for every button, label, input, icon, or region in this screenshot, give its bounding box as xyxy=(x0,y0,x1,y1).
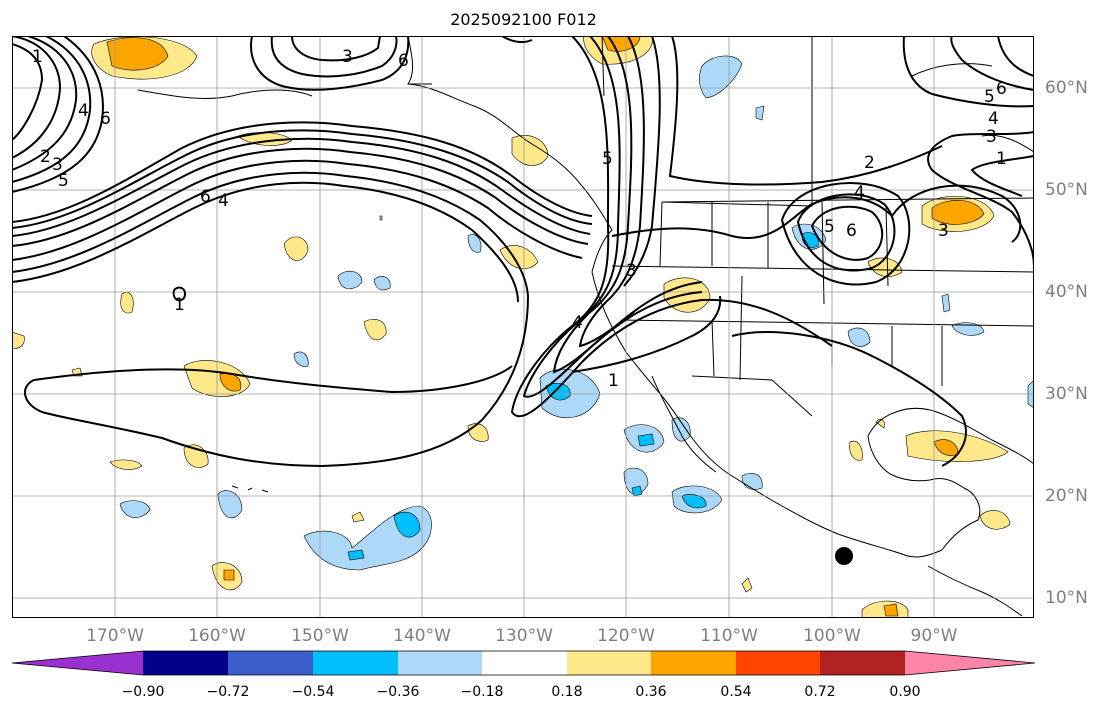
colorbar xyxy=(12,650,1036,676)
colorbar-segment xyxy=(12,651,143,675)
map-frame xyxy=(12,36,1034,618)
lat-label: 10°N xyxy=(1045,588,1088,608)
lon-label: 160°W xyxy=(188,626,246,646)
colorbar-tick-label: −0.54 xyxy=(291,684,335,700)
colorbar-tick-label: −0.72 xyxy=(206,684,250,700)
contour-label: 2 xyxy=(864,153,875,173)
contour-lines xyxy=(12,36,1034,468)
colorbar-tick-label: −0.36 xyxy=(376,684,420,700)
plot-title: 2025092100 F012 xyxy=(450,10,597,29)
colorbar-tick-label: 0.18 xyxy=(551,684,583,700)
graticule xyxy=(12,36,1034,618)
colorbar-segment xyxy=(736,651,820,675)
lon-label: 110°W xyxy=(700,626,758,646)
colorbar-segment xyxy=(651,651,736,675)
contour-label: 4 xyxy=(988,109,999,129)
colorbar-tick-label: 0.36 xyxy=(635,684,667,700)
lat-label: 30°N xyxy=(1045,384,1088,404)
lat-label: 60°N xyxy=(1045,78,1088,98)
colorbar-segment xyxy=(905,651,1035,675)
colorbar-segment xyxy=(143,651,228,675)
contour-label: 1 xyxy=(996,149,1007,169)
contour-label: 4 xyxy=(78,101,89,121)
contour-label: 3 xyxy=(342,47,353,67)
lon-label: 90°W xyxy=(910,626,958,646)
colorbar-segment xyxy=(228,651,313,675)
colorbar-segment xyxy=(820,651,905,675)
contour-label: 5 xyxy=(984,87,995,107)
forecast-map: 3 6 6 4 5 3 4 1 1 2 4 5 6 3 6 5 4 3 1 1 … xyxy=(12,36,1034,618)
contour-label: 1 xyxy=(174,295,185,315)
contour-label: 3 xyxy=(626,261,637,281)
contour-label: 6 xyxy=(200,187,211,207)
colorbar-segment xyxy=(482,651,567,675)
lon-label: 120°W xyxy=(597,626,655,646)
contour-label: 6 xyxy=(100,109,111,129)
contour-label: 3 xyxy=(986,127,997,147)
contour-label: 1 xyxy=(32,47,43,67)
colorbar-tick-label: −0.18 xyxy=(460,684,504,700)
lat-label: 40°N xyxy=(1045,282,1088,302)
contour-label: 6 xyxy=(996,79,1007,99)
location-marker xyxy=(835,547,853,565)
positive-anomaly-shading xyxy=(12,36,1011,618)
contour-label: 4 xyxy=(572,313,583,333)
contour-labels: 3 6 6 4 5 3 4 1 1 2 4 5 6 3 6 5 4 3 1 1 … xyxy=(32,47,1007,391)
colorbar-tick-label: 0.54 xyxy=(720,684,752,700)
colorbar-tick-label: 0.72 xyxy=(804,684,836,700)
lon-label: 170°W xyxy=(86,626,144,646)
colorbar-tick-label: 0.90 xyxy=(889,684,921,700)
colorbar-outline xyxy=(12,650,1036,676)
lon-label: 130°W xyxy=(495,626,553,646)
lat-label: 50°N xyxy=(1045,180,1088,200)
contour-label: 3 xyxy=(938,221,949,241)
contour-label: 5 xyxy=(602,149,613,169)
contour-label: 5 xyxy=(824,217,835,237)
lon-label: 140°W xyxy=(393,626,451,646)
colorbar-segment xyxy=(313,651,398,675)
contour-label: 5 xyxy=(58,171,69,191)
contour-label: 4 xyxy=(218,191,229,211)
contour-label: 1 xyxy=(608,371,619,391)
contour-label: 4 xyxy=(854,183,865,203)
contour-label: 2 xyxy=(40,147,51,167)
colorbar-tick-label: −0.90 xyxy=(121,684,165,700)
negative-anomaly-shading xyxy=(119,55,1034,571)
lon-label: 100°W xyxy=(803,626,861,646)
contour-label: 6 xyxy=(846,221,857,241)
colorbar-segment xyxy=(398,651,482,675)
colorbar-segment xyxy=(567,651,651,675)
lat-label: 20°N xyxy=(1045,486,1088,506)
lon-label: 150°W xyxy=(291,626,349,646)
contour-label: 3 xyxy=(52,155,63,175)
contour-label: 6 xyxy=(398,51,409,71)
